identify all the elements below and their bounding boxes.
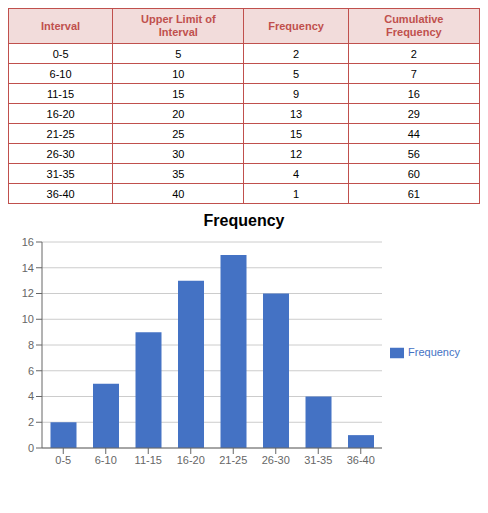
html-text:7: 7 (410, 67, 417, 80)
html-text:30: 30 (172, 147, 185, 160)
html-text:10: 10 (172, 67, 185, 80)
svg-text:6-10: 6-10 (95, 454, 117, 466)
html-text:Frequency: Frequency (408, 346, 460, 358)
html-text:36-40: 36-40 (46, 187, 75, 200)
html-text:5: 5 (175, 47, 182, 60)
html-text:29: 29 (407, 107, 420, 120)
html-text:56: 56 (407, 147, 420, 160)
html-text:1: 1 (293, 187, 300, 200)
svg-text:14: 14 (22, 262, 34, 274)
html-text:15: 15 (172, 87, 185, 100)
svg-text:16: 16 (22, 236, 34, 248)
svg-text:21-25: 21-25 (219, 454, 247, 466)
html-text:60: 60 (407, 167, 420, 180)
html-text:0-5: 0-5 (52, 47, 69, 60)
svg-text:0-5: 0-5 (55, 454, 71, 466)
html-text:6-10: 6-10 (49, 67, 72, 80)
html-text:20: 20 (172, 107, 185, 120)
html-text:16: 16 (407, 87, 420, 100)
html-text:Frequency: Frequency (203, 212, 285, 229)
html-text:40: 40 (172, 187, 185, 200)
svg-text:6: 6 (28, 365, 34, 377)
html-text:Upper Limit of Interval: Upper Limit of Interval (141, 13, 216, 38)
html-text:44: 44 (407, 127, 420, 140)
svg-text:4: 4 (28, 390, 34, 402)
html-text:5: 5 (293, 67, 300, 80)
html-text:12: 12 (290, 147, 303, 160)
svg-text:12: 12 (22, 287, 34, 299)
html-text:21-25: 21-25 (46, 127, 75, 140)
svg-text:16-20: 16-20 (177, 454, 205, 466)
html-text:Interval: Interval (41, 19, 81, 32)
svg-text:31-35: 31-35 (304, 454, 332, 466)
html-text:Cumulative Frequency: Cumulative Frequency (384, 13, 444, 38)
svg-text:11-15: 11-15 (135, 454, 162, 466)
html-text:31-35: 31-35 (46, 167, 75, 180)
svg-text:26-30: 26-30 (262, 454, 290, 466)
svg-text:8: 8 (28, 339, 34, 351)
svg-text:0: 0 (28, 442, 34, 454)
html-text:4: 4 (293, 167, 300, 180)
html-text:9: 9 (293, 87, 300, 100)
html-text:13: 13 (290, 107, 303, 120)
html-text:25: 25 (172, 127, 185, 140)
html-text:11-15: 11-15 (46, 87, 75, 100)
html-text:2: 2 (293, 47, 300, 60)
html-text:15: 15 (290, 127, 303, 140)
html-text:Frequency: Frequency (268, 19, 324, 32)
html-text:2: 2 (410, 47, 417, 60)
html-text:26-30: 26-30 (46, 147, 75, 160)
svg-text:10: 10 (22, 313, 34, 325)
svg-text:36-40: 36-40 (347, 454, 375, 466)
svg-text:2: 2 (28, 416, 34, 428)
html-text:16-20: 16-20 (46, 107, 75, 120)
html-text:61: 61 (407, 187, 420, 200)
html-text:35: 35 (172, 167, 185, 180)
